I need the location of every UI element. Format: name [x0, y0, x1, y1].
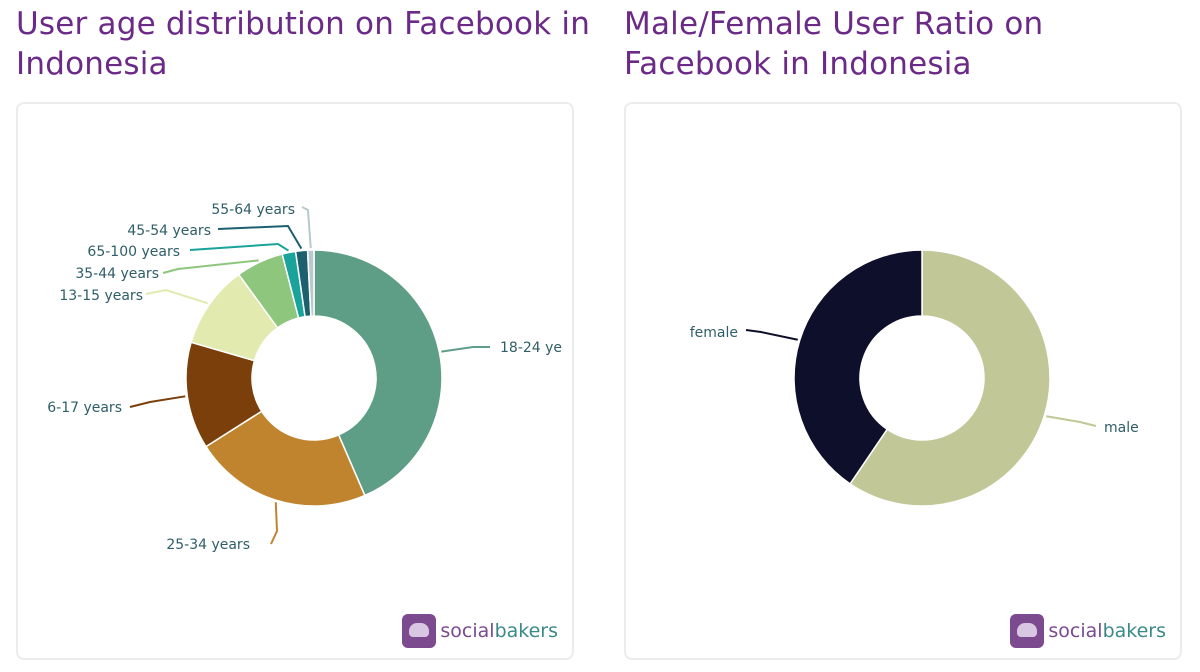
age-donut-chart: 18-24 ye 25-34 years 6-17 years 13-15 years…: [47, 202, 562, 553]
connector-6-17-years: [129, 395, 186, 408]
slice-55-64-years[interactable]: [306, 249, 315, 317]
connector-65-100-years: [189, 242, 289, 252]
logo-text-bakers: bakers: [1102, 620, 1166, 642]
label-6-17-years: 6-17 years: [47, 400, 122, 416]
logo-text-bakers: bakers: [494, 620, 558, 642]
gender-chart-title: Male/Female User Ratio on Facebook in In…: [624, 6, 1044, 82]
label-male: male: [1104, 420, 1139, 436]
logo-text-social: social: [1048, 620, 1103, 642]
slice-18-24-years[interactable]: [313, 249, 443, 497]
label-13-15-years: 13-15 years: [59, 288, 143, 304]
connector-male: [1046, 415, 1097, 427]
socialbakers-logo-icon: [402, 614, 437, 648]
connector-35-44-years: [162, 259, 259, 274]
connector-45-54-years: [217, 224, 303, 250]
label-18-24-years: 18-24 ye: [500, 340, 562, 356]
label-55-64-years: 55-64 years: [211, 202, 295, 218]
connector-25-34-years: [270, 502, 279, 545]
connector-18-24-years: [441, 346, 490, 353]
slice-female[interactable]: [793, 249, 923, 485]
socialbakers-logo-icon: [1010, 614, 1045, 648]
gender-donut-chart: male female: [690, 249, 1139, 507]
label-45-54-years: 45-54 years: [127, 223, 211, 239]
connector-55-64-years: [301, 206, 312, 249]
age-chart-card: 18-24 ye 25-34 years 6-17 years 13-15 years…: [16, 102, 574, 660]
gender-chart-card: male female socialbakers: [624, 102, 1182, 660]
connector-13-15-years: [145, 288, 208, 305]
socialbakers-logo[interactable]: socialbakers: [402, 614, 558, 648]
age-chart-title: User age distribution on Facebook in Ind…: [16, 6, 591, 82]
slice-25-34-years[interactable]: [204, 410, 366, 507]
socialbakers-logo[interactable]: socialbakers: [1010, 614, 1166, 648]
slice-male[interactable]: [849, 249, 1051, 507]
label-35-44-years: 35-44 years: [75, 266, 159, 282]
connector-female: [745, 329, 798, 341]
logo-text-social: social: [440, 620, 495, 642]
label-25-34-years: 25-34 years: [166, 537, 250, 553]
label-female: female: [690, 325, 738, 341]
label-65-100-years: 65-100 years: [87, 244, 180, 260]
